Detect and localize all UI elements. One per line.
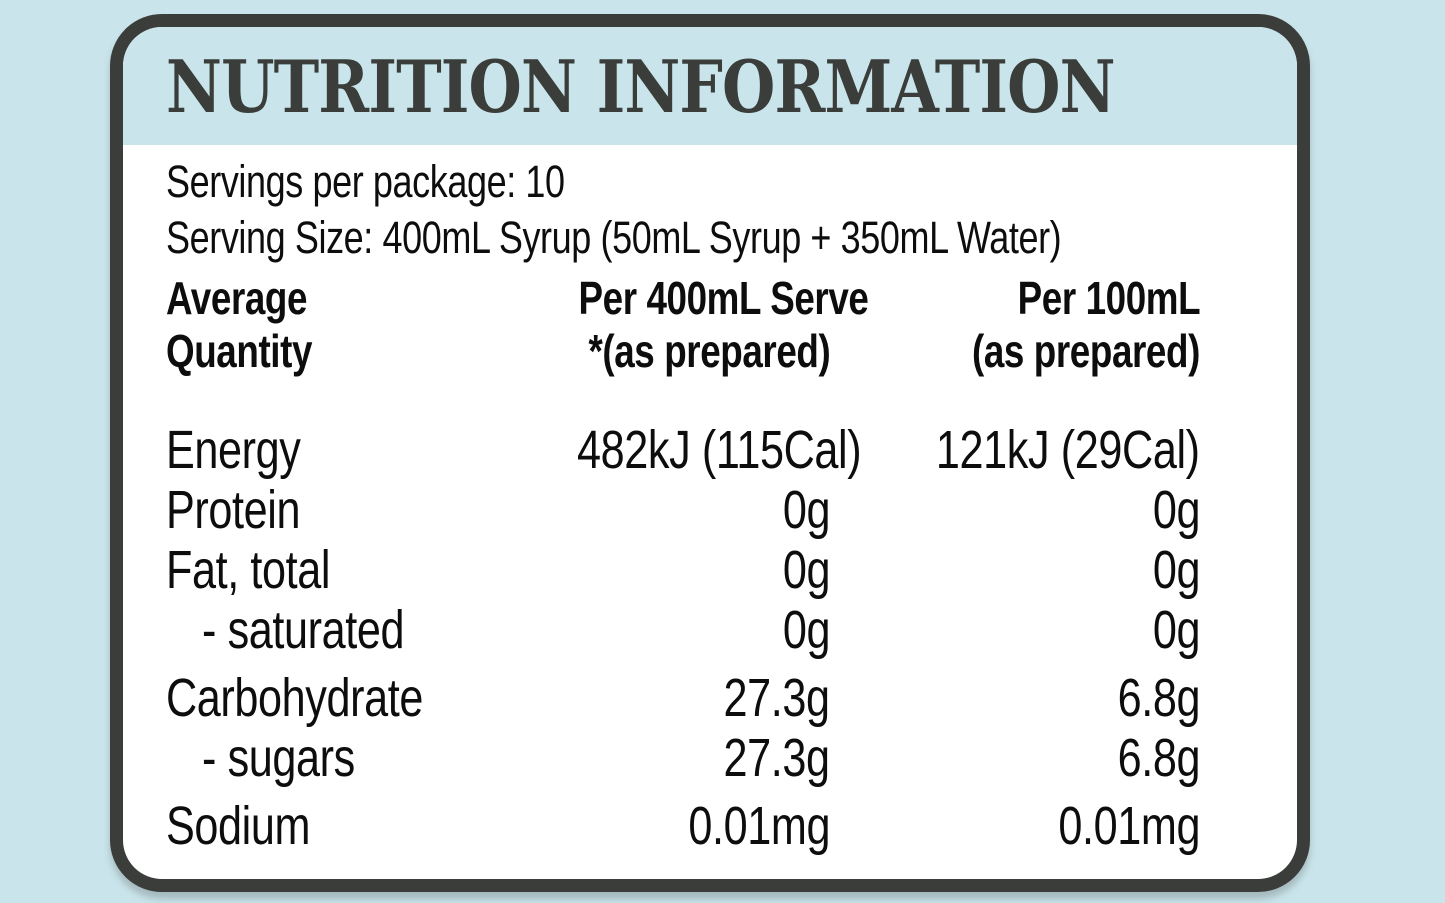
row-label-text: - sugars xyxy=(202,728,355,788)
row-per-serve-value: 0g xyxy=(506,480,831,540)
table-row-sugars: - sugars 27.3g 6.8g xyxy=(166,728,1200,788)
row-per-serve-text: 0g xyxy=(782,540,831,600)
nutrition-table-body: Energy 482kJ (115Cal) 121kJ (29Cal) Prot… xyxy=(166,420,1200,856)
row-label-text: Fat, total xyxy=(166,540,331,600)
row-per-serve-text: 0g xyxy=(782,480,831,540)
row-label: Fat, total xyxy=(166,540,506,600)
panel-content: Servings per package: 10 Serving Size: 4… xyxy=(123,145,1297,856)
header-average-quantity-line1: Average xyxy=(166,272,308,324)
header-average-quantity-line2: Quantity xyxy=(166,325,313,377)
row-label: Sodium xyxy=(166,796,506,856)
panel-title: NUTRITION INFORMATION xyxy=(166,43,1116,129)
row-per-serve-value: 27.3g xyxy=(506,668,831,728)
header-per-serve-line2: *(as prepared) xyxy=(588,325,830,377)
row-per-serve-text: 0.01mg xyxy=(688,796,830,856)
table-row-protein: Protein 0g 0g xyxy=(166,480,1200,540)
header-per-100ml: Per 100mL (as prepared) xyxy=(830,272,1200,378)
row-per-serve-value: 482kJ (115Cal) xyxy=(506,420,862,480)
header-per-serve: Per 400mL Serve *(as prepared) xyxy=(506,272,868,378)
row-per-serve-text: 482kJ (115Cal) xyxy=(577,420,862,480)
row-per-serve-value: 0g xyxy=(506,600,831,660)
row-per-100ml-value: 6.8g xyxy=(830,728,1201,788)
table-row-fat-total: Fat, total 0g 0g xyxy=(166,540,1200,600)
row-label-text: Protein xyxy=(166,480,301,540)
servings-per-package-text: Servings per package: 10 xyxy=(166,156,565,207)
row-label-text: Energy xyxy=(166,420,301,480)
row-per-100ml-value: 0g xyxy=(830,600,1201,660)
table-row-carbohydrate: Carbohydrate 27.3g 6.8g xyxy=(166,668,1200,728)
nutrition-panel: NUTRITION INFORMATION Servings per packa… xyxy=(110,14,1310,892)
row-per-100ml-value: 0.01mg xyxy=(830,796,1200,856)
table-row-energy: Energy 482kJ (115Cal) 121kJ (29Cal) xyxy=(166,420,1200,480)
row-per-100ml-text: 0g xyxy=(1152,600,1201,660)
row-per-100ml-text: 121kJ (29Cal) xyxy=(936,420,1200,480)
serving-size-line: Serving Size: 400mL Syrup (50mL Syrup + … xyxy=(166,210,1200,266)
row-per-100ml-value: 0g xyxy=(830,540,1201,600)
row-label: - sugars xyxy=(166,728,506,788)
row-per-serve-text: 0g xyxy=(782,600,831,660)
row-per-100ml-text: 0g xyxy=(1152,480,1201,540)
row-per-serve-text: 27.3g xyxy=(723,668,831,728)
serving-size-text: Serving Size: 400mL Syrup (50mL Syrup + … xyxy=(166,212,1062,263)
row-per-100ml-value: 121kJ (29Cal) xyxy=(830,420,1200,480)
title-band: NUTRITION INFORMATION xyxy=(123,27,1297,145)
row-per-serve-value: 27.3g xyxy=(506,728,831,788)
row-label-text: Sodium xyxy=(166,796,311,856)
row-label-text: Carbohydrate xyxy=(166,668,423,728)
row-label: Protein xyxy=(166,480,506,540)
row-per-100ml-text: 6.8g xyxy=(1117,668,1201,728)
header-per-100ml-line2: (as prepared) xyxy=(972,325,1200,377)
row-per-serve-text: 27.3g xyxy=(723,728,831,788)
table-row-sodium: Sodium 0.01mg 0.01mg xyxy=(166,796,1200,856)
servings-per-package-line: Servings per package: 10 xyxy=(166,154,1200,210)
row-label: - saturated xyxy=(166,600,506,660)
row-per-100ml-value: 0g xyxy=(830,480,1201,540)
row-per-serve-value: 0g xyxy=(506,540,831,600)
header-per-serve-line1: Per 400mL Serve xyxy=(578,272,869,324)
row-label: Carbohydrate xyxy=(166,668,506,728)
row-label: Energy xyxy=(166,420,506,480)
table-row-saturated: - saturated 0g 0g xyxy=(166,600,1200,660)
row-per-serve-value: 0.01mg xyxy=(506,796,830,856)
row-per-100ml-value: 6.8g xyxy=(830,668,1201,728)
row-per-100ml-text: 0.01mg xyxy=(1058,796,1200,856)
row-label-text: - saturated xyxy=(202,600,405,660)
serving-info: Servings per package: 10 Serving Size: 4… xyxy=(166,154,1200,266)
row-per-100ml-text: 6.8g xyxy=(1117,728,1201,788)
header-per-100ml-line1: Per 100mL xyxy=(1017,272,1200,324)
row-per-100ml-text: 0g xyxy=(1152,540,1201,600)
table-header-row: Average Quantity Per 400mL Serve *(as pr… xyxy=(166,272,1200,378)
header-average-quantity: Average Quantity xyxy=(166,272,506,378)
